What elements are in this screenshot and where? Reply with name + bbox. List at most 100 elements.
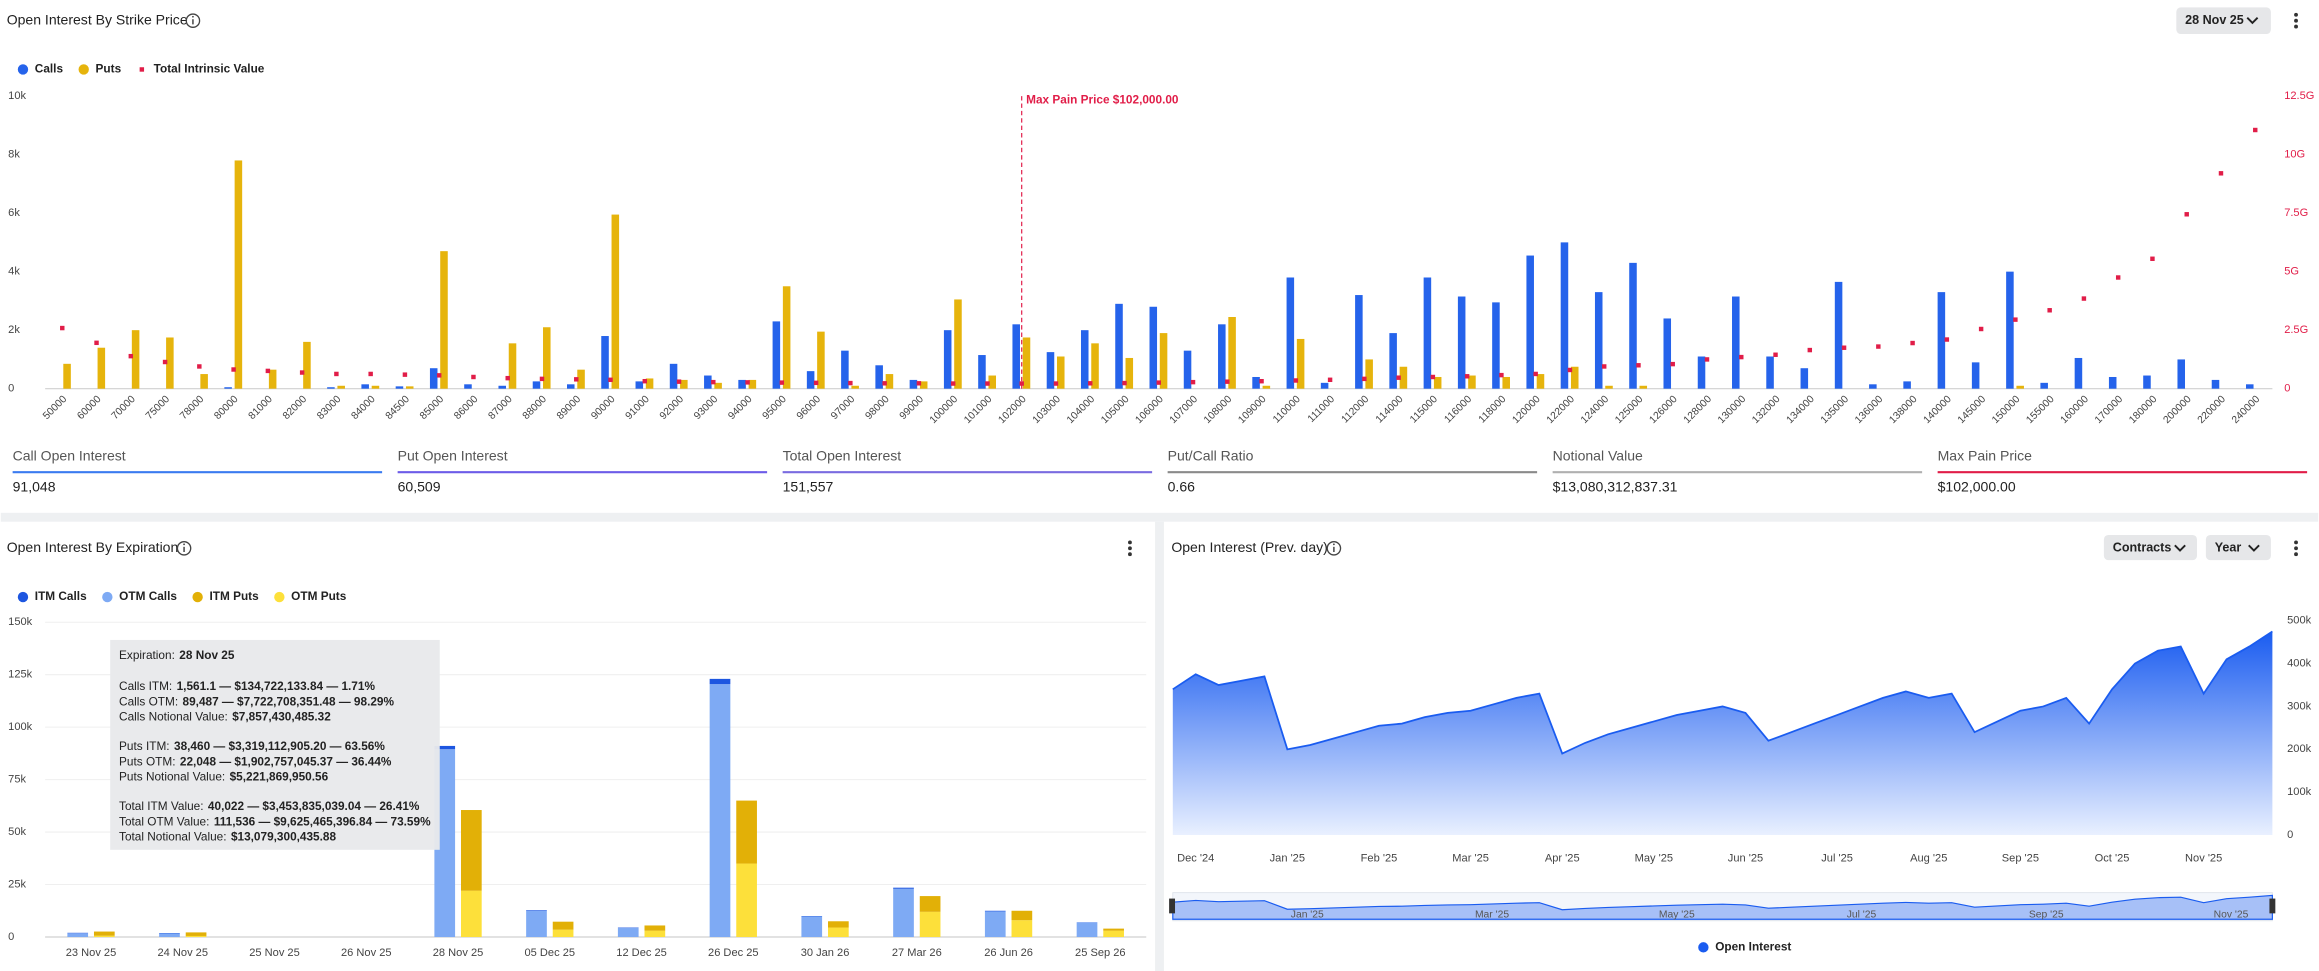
- bar: [2177, 359, 2186, 389]
- bar: [919, 381, 928, 389]
- bar: [817, 331, 825, 389]
- x-tick-label: Sep '25: [2002, 853, 2039, 865]
- bar-segment: [1103, 930, 1124, 938]
- bar: [645, 378, 654, 389]
- menu-dot: [2294, 18, 2298, 23]
- tooltip-line: Total ITM Value: 40,022 — $3,453,835,039.…: [119, 799, 420, 813]
- chevron: [2248, 544, 2260, 552]
- bar-segment: [919, 896, 941, 912]
- stat-label: Max Pain Price: [1938, 447, 2033, 463]
- x-tick-label: 24 Nov 25: [158, 947, 209, 959]
- bar: [395, 386, 404, 389]
- menu-dot: [2294, 552, 2298, 557]
- chevron: [2246, 17, 2259, 25]
- x-tick-label: 26 Nov 25: [341, 947, 392, 959]
- bar-segment: [1076, 922, 1098, 938]
- tooltip-value: $7,857,430,485.32: [232, 710, 331, 724]
- bar: [224, 387, 232, 389]
- stat-label: Call Open Interest: [13, 447, 126, 463]
- scatter-point: [265, 368, 271, 374]
- legend-marker: [274, 591, 285, 603]
- bar-segment: [893, 887, 914, 889]
- menu-button[interactable]: [2294, 12, 2298, 29]
- bar: [577, 369, 585, 389]
- scatter-point: [985, 381, 990, 386]
- bar: [680, 379, 688, 389]
- bar: [669, 363, 678, 389]
- scatter-point: [1225, 379, 1230, 384]
- x-tick-label: Jan '25: [1270, 853, 1305, 865]
- panel-title: Open Interest By Expiration: [7, 539, 179, 555]
- legend-label: OTM Calls: [119, 589, 177, 603]
- bar-segment: [828, 927, 849, 938]
- x-tick-label: Nov '25: [2185, 853, 2222, 865]
- info-icon[interactable]: [1326, 540, 1342, 556]
- bar: [1125, 357, 1134, 389]
- stat-label: Put Open Interest: [398, 447, 508, 463]
- scatter-point: [436, 373, 442, 378]
- legend-marker: [102, 591, 113, 603]
- bar: [601, 336, 609, 389]
- bar: [738, 379, 746, 389]
- bar: [772, 321, 781, 389]
- expiry-dropdown[interactable]: 28 Nov 25: [2176, 7, 2271, 34]
- tooltip-value: 89,487 — $7,722,708,351.48 — 98.29%: [183, 694, 395, 708]
- bar-segment: [644, 930, 666, 938]
- y-tick-label: 25k: [8, 878, 26, 890]
- x-tick-label: 26 Jun 26: [984, 947, 1033, 959]
- bar-segment: [552, 921, 574, 930]
- bar-segment: [984, 911, 1006, 938]
- x-tick-label: 27 Mar 26: [892, 947, 942, 959]
- bar-segment: [709, 678, 731, 685]
- range-dropdown[interactable]: Year: [2205, 535, 2271, 561]
- bar: [1355, 295, 1363, 389]
- x-tick-label: 23 Nov 25: [66, 947, 117, 959]
- navigator-label: Sep '25: [2029, 910, 2064, 921]
- y-tick-label: 100k: [2287, 786, 2311, 798]
- bar: [97, 347, 106, 389]
- scatter-point: [299, 370, 305, 375]
- scatter-point: [1362, 376, 1367, 382]
- scatter-point: [60, 325, 65, 331]
- tooltip-line: Calls Notional Value: $7,857,430,485.32: [119, 710, 331, 724]
- scatter-point: [1876, 344, 1881, 349]
- bar: [1971, 362, 1980, 389]
- bar: [1629, 262, 1637, 389]
- menu-button[interactable]: [2294, 540, 2298, 557]
- stat-value: $13,080,312,837.31: [1553, 478, 1678, 494]
- bar: [885, 374, 894, 389]
- bar: [1526, 255, 1534, 389]
- y-tick-label: 75k: [8, 774, 26, 786]
- bar: [337, 385, 345, 389]
- bar-segment: [644, 925, 666, 931]
- bar: [1046, 352, 1055, 389]
- bar-segment: [159, 933, 180, 938]
- tooltip-line: Puts OTM: 22,048 — $1,902,757,045.37 — 36…: [119, 754, 392, 768]
- menu-button[interactable]: [1128, 540, 1132, 557]
- navigator-handle[interactable]: [1169, 898, 1176, 914]
- info-icon[interactable]: [185, 13, 201, 29]
- y2-tick-label: 10G: [2284, 149, 2305, 161]
- tooltip-label: Calls Notional Value:: [119, 710, 228, 724]
- legend-label: Puts: [96, 62, 122, 76]
- menu-dot: [2294, 546, 2298, 551]
- scatter-point: [1910, 340, 1915, 346]
- navigator-handle[interactable]: [2269, 898, 2276, 914]
- y-tick-label: 0: [2287, 829, 2293, 841]
- navigator-label: Mar '25: [1475, 910, 1509, 921]
- info-icon[interactable]: [176, 540, 192, 556]
- x-tick-label: Dec '24: [1177, 853, 1214, 865]
- scatter-point: [1670, 361, 1675, 367]
- dropdown-bg: [2205, 535, 2271, 561]
- unit-dropdown[interactable]: Contracts: [2103, 535, 2198, 561]
- y2-tick-label: 12.5G: [2284, 90, 2314, 102]
- legend-marker: [139, 67, 145, 72]
- stat-value: 91,048: [13, 478, 56, 494]
- tooltip-value: 111,536 — $9,625,465,396.84 — 73.59%: [214, 814, 431, 828]
- scatter-point: [1190, 379, 1196, 385]
- bar: [806, 371, 815, 389]
- info-dot: [1333, 543, 1335, 546]
- scatter-point: [916, 381, 922, 386]
- bar: [1056, 356, 1065, 389]
- scatter-point: [539, 376, 545, 382]
